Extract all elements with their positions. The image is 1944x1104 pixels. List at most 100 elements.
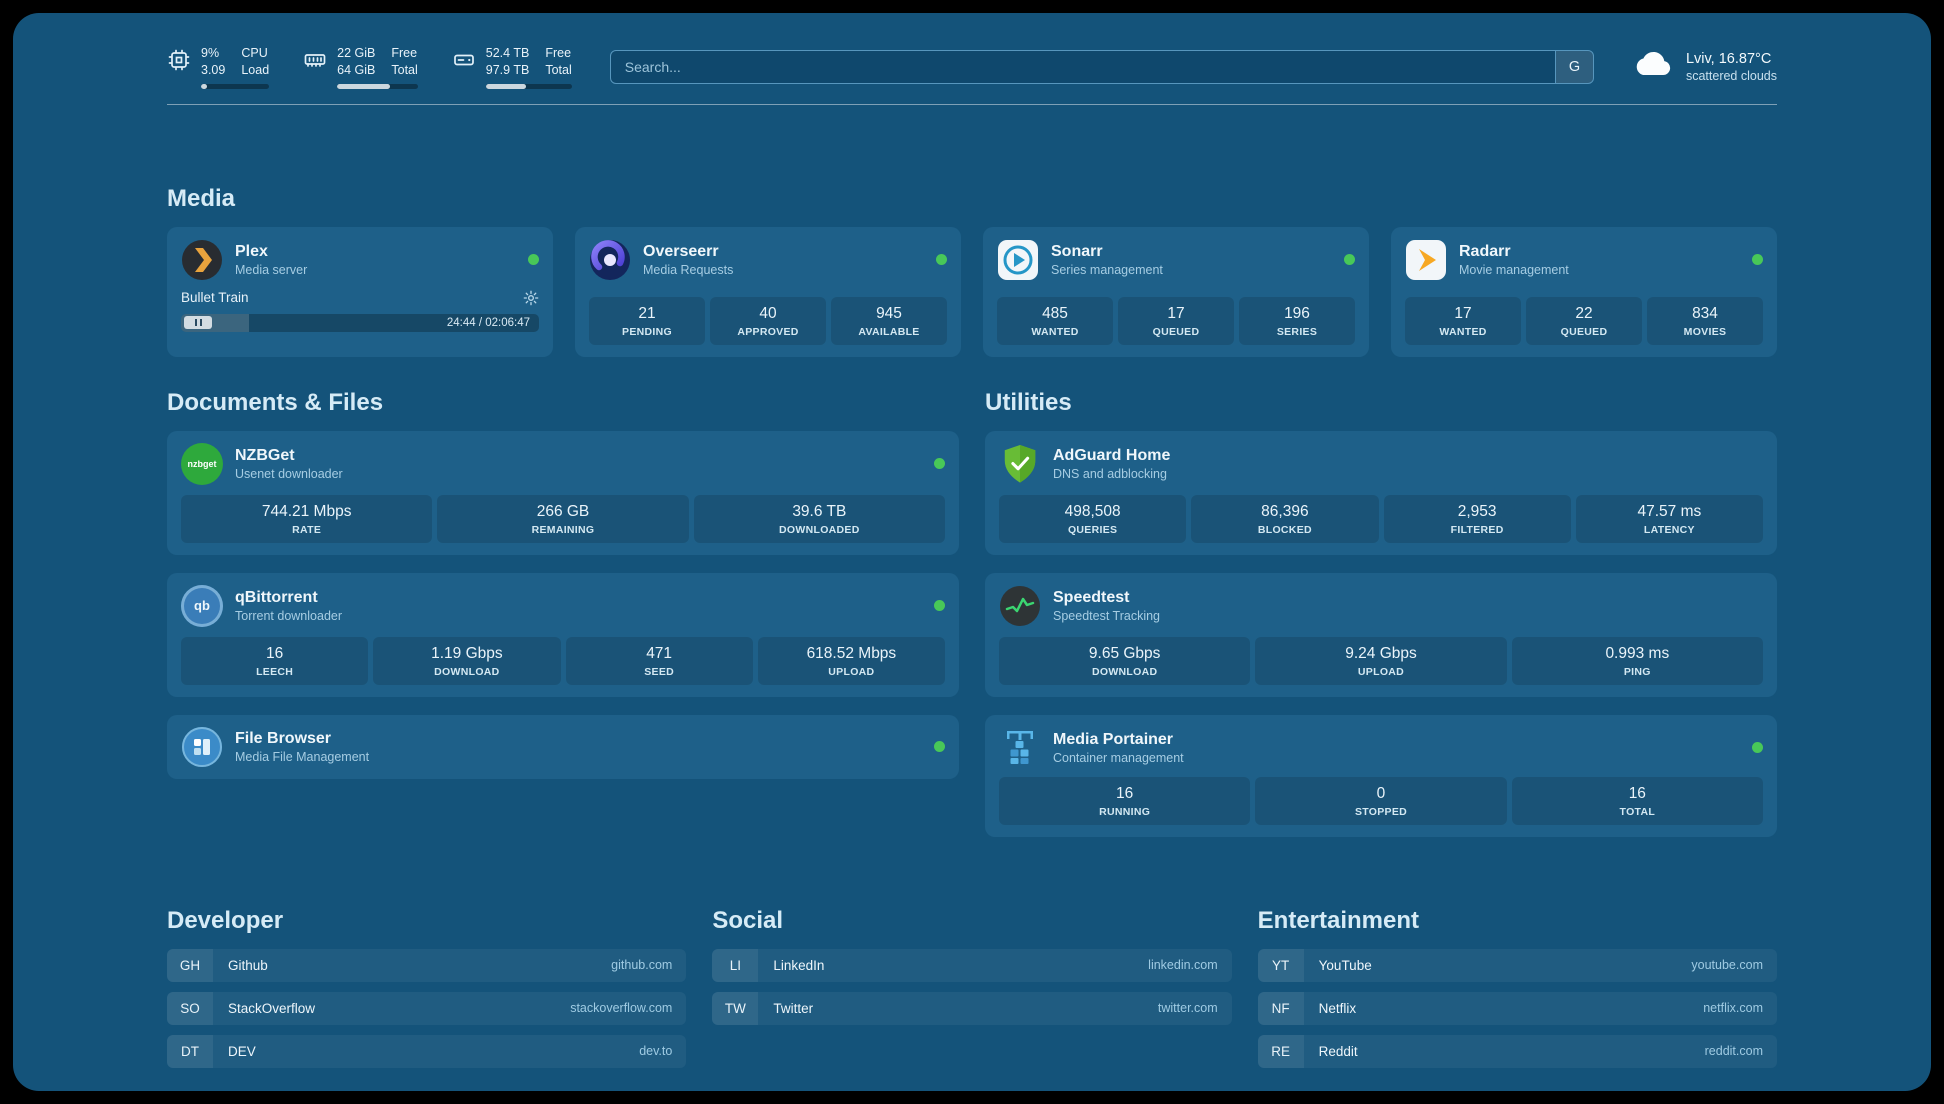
app-subtitle: Media Requests: [643, 262, 734, 277]
speedtest-card[interactable]: Speedtest Speedtest Tracking 9.65 Gbps D…: [985, 572, 1777, 697]
bookmark-dev[interactable]: DT DEV dev.to: [167, 1034, 687, 1068]
bookmark-name: StackOverflow: [228, 1000, 316, 1016]
playback-progress-bar[interactable]: 24:44 / 02:06:47: [181, 313, 539, 332]
app-subtitle: Series management: [1051, 262, 1163, 277]
bookmark-name: Github: [228, 957, 268, 973]
disk-progress-bar: [485, 83, 572, 89]
stat-tile: 0 STOPPED: [1255, 776, 1507, 825]
utilities-section: Utilities AdGuard Home: [985, 389, 1777, 837]
stat-tile: 2,953 FILTERED: [1383, 494, 1571, 543]
adguard-card[interactable]: AdGuard Home DNS and adblocking 498,508 …: [985, 430, 1777, 555]
entertainment-section: Entertainment YT YouTube youtube.com NF …: [1257, 906, 1777, 1068]
bookmark-abbr: YT: [1257, 948, 1304, 982]
bookmark-reddit[interactable]: RE Reddit reddit.com: [1257, 1034, 1777, 1068]
sonarr-card[interactable]: Sonarr Series management 485 WANTED 17 Q…: [983, 226, 1369, 357]
bookmark-abbr: SO: [167, 991, 213, 1025]
ram-free: 22 GiB: [337, 46, 376, 60]
app-name: File Browser: [235, 729, 332, 747]
sonarr-icon: [997, 239, 1039, 281]
stat-tile: 17 WANTED: [1405, 296, 1521, 345]
stat-tile: 47.57 ms LATENCY: [1575, 494, 1763, 543]
bookmark-name: Netflix: [1318, 1000, 1357, 1016]
stat-tile: 86,396 BLOCKED: [1191, 494, 1379, 543]
stat-tile: 834 MOVIES: [1647, 296, 1763, 345]
bookmark-abbr: NF: [1257, 991, 1304, 1025]
bookmark-abbr: LI: [712, 948, 759, 982]
stat-tile: 40 APPROVED: [710, 296, 826, 345]
bookmark-url: twitter.com: [1157, 1001, 1218, 1015]
media-section-title: Media: [167, 184, 236, 212]
bookmark-url: github.com: [611, 958, 673, 972]
filebrowser-card[interactable]: File Browser Media File Management: [167, 714, 959, 779]
cpu-label-1: CPU: [241, 46, 268, 60]
search-input[interactable]: [610, 50, 1555, 83]
stat-tile: 485 WANTED: [997, 296, 1113, 345]
pause-icon[interactable]: [184, 316, 212, 329]
stat-tile: 1.19 Gbps DOWNLOAD: [373, 636, 561, 685]
bookmark-youtube[interactable]: YT YouTube youtube.com: [1257, 948, 1777, 982]
qbittorrent-icon: qb: [181, 584, 223, 627]
cpu-usage: 9%: [201, 46, 220, 60]
plex-card[interactable]: Plex Media server Bullet Train: [167, 226, 553, 357]
radarr-card[interactable]: Radarr Movie management 17 WANTED 22 QUE…: [1391, 226, 1777, 357]
nzbget-card[interactable]: nzbget NZBGet Usenet downloader 744.21 M…: [167, 430, 959, 555]
status-dot: [934, 600, 945, 611]
cpu-load-avg: 3.09: [201, 63, 226, 78]
stat-tile: 16 RUNNING: [999, 776, 1251, 825]
stat-tile: 21 PENDING: [589, 296, 705, 345]
status-dot: [934, 741, 945, 752]
radarr-icon: [1405, 239, 1447, 281]
bookmark-url: reddit.com: [1704, 1044, 1763, 1058]
ram-label-2: Total: [391, 63, 418, 78]
stat-tile: 0.993 ms PING: [1511, 636, 1763, 685]
bookmark-stackoverflow[interactable]: SO StackOverflow stackoverflow.com: [167, 991, 687, 1025]
qbittorrent-card[interactable]: qb qBittorrent Torrent downloader 16 LEE…: [167, 572, 959, 697]
plex-icon: [181, 239, 223, 281]
bookmark-name: Twitter: [773, 1000, 814, 1016]
topbar-divider: [167, 103, 1777, 105]
overseerr-card[interactable]: Overseerr Media Requests 21 PENDING 40 A…: [575, 226, 961, 357]
stat-tile: 16 LEECH: [181, 636, 369, 685]
bookmark-netflix[interactable]: NF Netflix netflix.com: [1257, 991, 1777, 1025]
bookmark-url: linkedin.com: [1148, 958, 1218, 972]
documents-section-title: Documents & Files: [167, 388, 384, 416]
stat-tile: 744.21 Mbps RATE: [181, 494, 433, 543]
gear-icon[interactable]: [523, 290, 539, 306]
status-dot: [528, 254, 539, 265]
bookmark-github[interactable]: GH Github github.com: [167, 948, 687, 982]
entertainment-section-title: Entertainment: [1257, 906, 1420, 934]
portainer-card[interactable]: Media Portainer Container management 16 …: [985, 714, 1777, 837]
bookmark-linkedin[interactable]: LI LinkedIn linkedin.com: [712, 948, 1232, 982]
nzbget-icon: nzbget: [181, 442, 223, 485]
bookmark-url: dev.to: [639, 1044, 673, 1058]
status-dot: [1344, 254, 1355, 265]
bookmark-twitter[interactable]: TW Twitter twitter.com: [712, 991, 1232, 1025]
overseerr-icon: [589, 239, 631, 281]
developer-section-title: Developer: [167, 906, 284, 934]
status-dot: [936, 254, 947, 265]
search-engine-button[interactable]: G: [1554, 50, 1593, 83]
bookmark-name: Reddit: [1318, 1043, 1358, 1059]
app-subtitle: Media File Management: [235, 749, 370, 764]
bookmark-url: stackoverflow.com: [570, 1001, 673, 1015]
media-section: Media Plex Media server: [167, 185, 1777, 357]
app-subtitle: Movie management: [1459, 262, 1569, 277]
system-stats: 9% 3.09 CPU Load: [167, 45, 572, 89]
app-name: Overseerr: [643, 242, 719, 260]
app-name: Media Portainer: [1053, 730, 1174, 748]
stat-tile: 471 SEED: [565, 636, 753, 685]
bookmark-name: LinkedIn: [773, 957, 825, 973]
stat-tile: 266 GB REMAINING: [437, 494, 689, 543]
app-name: Sonarr: [1051, 242, 1103, 260]
status-dot: [934, 458, 945, 469]
bookmark-abbr: DT: [167, 1034, 213, 1068]
stat-tile: 9.24 Gbps UPLOAD: [1255, 636, 1507, 685]
stat-tile: 16 TOTAL: [1511, 776, 1763, 825]
cpu-label-2: Load: [241, 63, 270, 78]
app-subtitle: Usenet downloader: [235, 466, 343, 481]
disk-free: 52.4 TB: [485, 46, 530, 60]
memory-icon: [303, 48, 327, 72]
bookmark-name: DEV: [228, 1043, 256, 1059]
stat-tile: 196 SERIES: [1239, 296, 1355, 345]
app-name: qBittorrent: [235, 588, 318, 606]
